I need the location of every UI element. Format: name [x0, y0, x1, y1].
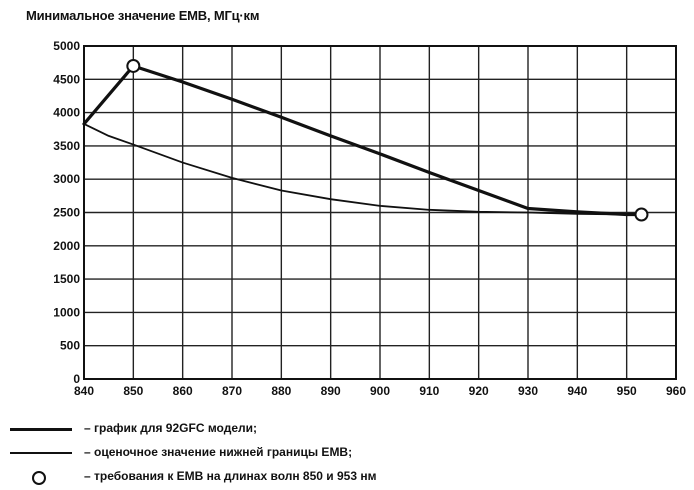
legend-thick-line-swatch — [10, 428, 72, 431]
x-tick-label: 860 — [173, 384, 193, 398]
legend-thin-line-swatch — [10, 452, 72, 454]
x-tick-label: 910 — [419, 384, 439, 398]
plot-frame — [83, 45, 677, 380]
legend-label: – оценочное значение нижней границы EMB; — [84, 445, 353, 459]
y-tick-label: 4500 — [53, 72, 80, 86]
chart-title: Минимальное значение EMB, МГц·км — [26, 8, 260, 23]
legend-label: – требования к EMB на длинах волн 850 и … — [84, 469, 377, 483]
x-tick-label: 950 — [617, 384, 637, 398]
y-tick-label: 4000 — [53, 106, 80, 120]
x-tick-label: 840 — [74, 384, 94, 398]
y-tick-label: 0 — [73, 372, 80, 386]
y-tick-label: 2500 — [53, 206, 80, 220]
y-tick-label: 500 — [60, 339, 80, 353]
legend-item-circle: – требования к EMB на длинах волн 850 и … — [10, 466, 690, 490]
series-line — [83, 123, 643, 216]
legend-label: – график для 92GFC модели; — [84, 421, 257, 435]
series-line — [82, 64, 644, 217]
x-tick-label: 890 — [321, 384, 341, 398]
x-tick-label: 880 — [271, 384, 291, 398]
requirement-marker — [634, 207, 649, 222]
x-tick-label: 900 — [370, 384, 390, 398]
legend-circle-marker-icon — [32, 471, 46, 485]
x-tick-label: 940 — [567, 384, 587, 398]
x-tick-label: 870 — [222, 384, 242, 398]
chart-plot: 0 500 1000 1500 2000 2500 3000 3500 4000 4500 5000… — [53, 39, 686, 398]
legend-item-thin-line: – оценочное значение нижней границы EMB; — [10, 442, 690, 466]
x-tick-label: 920 — [469, 384, 489, 398]
y-tick-label: 3500 — [53, 139, 80, 153]
requirement-marker — [126, 58, 141, 73]
legend: – график для 92GFC модели; – оценочное з… — [10, 418, 690, 490]
y-tick-label: 3000 — [53, 172, 80, 186]
x-tick-label: 960 — [666, 384, 686, 398]
y-tick-label: 1500 — [53, 272, 80, 286]
x-tick-label: 930 — [518, 384, 538, 398]
y-tick-label: 2000 — [53, 239, 80, 253]
y-tick-label: 5000 — [53, 39, 80, 53]
x-tick-label: 850 — [123, 384, 143, 398]
y-tick-label: 1000 — [53, 305, 80, 319]
legend-item-thick-line: – график для 92GFC модели; — [10, 418, 690, 442]
